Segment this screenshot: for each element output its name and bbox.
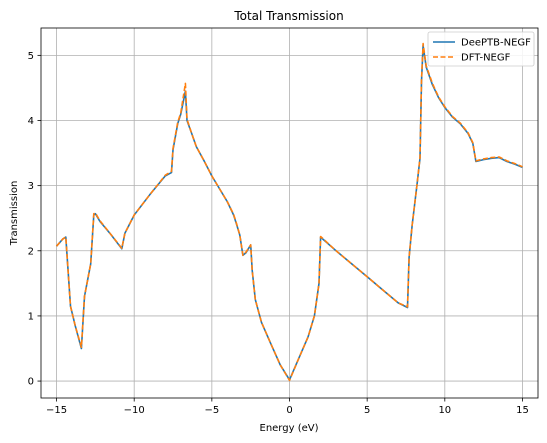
y-tick-label: 4: [28, 116, 34, 127]
y-tick-label: 2: [28, 246, 34, 257]
legend-label-1: DFT-NEGF: [461, 53, 511, 64]
y-tick-label: 0: [28, 377, 34, 388]
series-lines: [55, 42, 523, 382]
legend-label-0: DeePTB-NEGF: [461, 38, 531, 49]
legend-box: [427, 31, 535, 67]
y-tick-label: 1: [28, 311, 34, 322]
y-axis-ticks: 0 1 2 3 4 5: [28, 51, 41, 388]
x-tick-label: 15: [516, 405, 529, 416]
series-line-1: [55, 42, 523, 382]
y-tick-label: 5: [28, 51, 34, 62]
chart-title: Total Transmission: [233, 9, 343, 23]
y-tick-label: 3: [28, 181, 34, 192]
x-axis-ticks: −15 −10 −5 0 5 10 15: [46, 398, 529, 416]
x-tick-label: −10: [124, 405, 145, 416]
y-axis-label: Transmission: [9, 181, 20, 247]
x-tick-label: 5: [364, 405, 370, 416]
x-axis-label: Energy (eV): [260, 423, 319, 434]
grid-lines: [41, 28, 538, 398]
x-tick-label: 0: [286, 405, 292, 416]
x-tick-label: 10: [438, 405, 451, 416]
x-tick-label: −5: [204, 405, 219, 416]
legend: DeePTB-NEGF DFT-NEGF: [427, 31, 535, 67]
x-tick-label: −15: [46, 405, 67, 416]
